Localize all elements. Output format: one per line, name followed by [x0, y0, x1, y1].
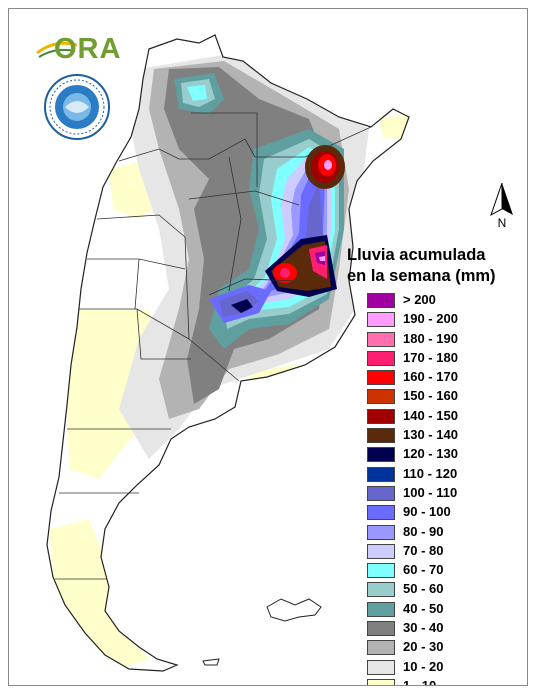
- legend-label: 130 - 140: [403, 427, 458, 443]
- legend-title-line2: en la semana (mm): [347, 267, 496, 285]
- legend-swatch: [367, 678, 395, 685]
- north-label: N: [498, 216, 507, 229]
- legend-label: 50 - 60: [403, 581, 444, 597]
- legend-label: 140 - 150: [403, 407, 458, 423]
- legend-label: 160 - 170: [403, 369, 458, 385]
- legend-label: 60 - 70: [403, 562, 444, 578]
- north-arrow-icon: N: [490, 182, 513, 229]
- legend-label: 100 - 110: [403, 484, 458, 500]
- legend-label: 190 - 200: [403, 311, 458, 327]
- legend-title: Lluvia acumulada en la semana (mm): [347, 245, 496, 287]
- legend-label: 80 - 90: [403, 523, 444, 539]
- map-frame: ORA N Lluvia acumulada en la semana (mm)…: [8, 8, 528, 686]
- legend-swatch: [367, 505, 395, 521]
- legend-label: 40 - 50: [403, 600, 444, 616]
- smn-seal-icon: [44, 74, 110, 140]
- legend-title-line1: Lluvia acumulada: [347, 246, 486, 264]
- legend-label: 180 - 190: [403, 330, 458, 346]
- legend-label: 120 - 130: [403, 446, 458, 462]
- province-boundaries: [55, 112, 372, 580]
- legend-swatch: [367, 563, 395, 579]
- legend-label: 20 - 30: [403, 639, 444, 655]
- legend-swatch: [367, 447, 395, 463]
- legend-swatch: [367, 350, 395, 366]
- legend-swatch: [367, 524, 395, 540]
- ora-logo-icon: [36, 41, 78, 58]
- legend-swatch: [367, 659, 395, 675]
- argentina-outline: [46, 34, 410, 672]
- legend-swatch: [367, 485, 395, 501]
- rainfall-contours: [49, 54, 409, 669]
- legend-swatch: [367, 389, 395, 405]
- legend-swatch: [367, 370, 395, 386]
- legend-swatch: [367, 582, 395, 598]
- malvinas-islands: [266, 598, 322, 622]
- legend-label: 170 - 180: [403, 349, 458, 365]
- legend-label: 90 - 100: [403, 504, 451, 520]
- legend-swatch: [367, 331, 395, 347]
- legend-swatch: [367, 428, 395, 444]
- legend-swatch: [367, 640, 395, 656]
- legend-label: 1 - 10: [403, 677, 437, 686]
- legend-swatch: [367, 293, 395, 308]
- legend-swatch: [367, 621, 395, 637]
- legend-label: 110 - 120: [403, 465, 458, 481]
- legend-swatch: [367, 312, 395, 328]
- ora-logo-text: ORA: [54, 33, 122, 65]
- legend-label: 30 - 40: [403, 620, 444, 636]
- legend-label: 150 - 160: [403, 388, 458, 404]
- legend-swatch: [367, 466, 395, 482]
- legend-label: > 200: [403, 292, 436, 307]
- legend-label: 70 - 80: [403, 542, 444, 558]
- precipitation-map: [46, 34, 410, 672]
- legend-swatch: [367, 601, 395, 617]
- legend-swatch: [367, 408, 395, 424]
- legend-swatch: [367, 543, 395, 559]
- legend-label: 10 - 20: [403, 658, 444, 674]
